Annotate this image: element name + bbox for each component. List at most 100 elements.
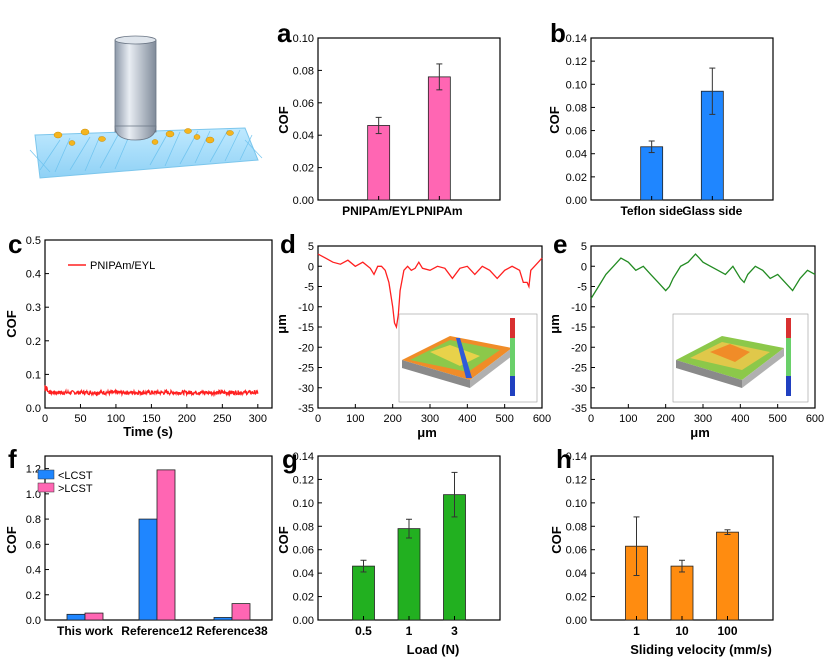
panel-label-e: e [553,229,567,259]
ytick-label-g: 0.02 [293,592,314,604]
ylabel-h: COF [549,526,564,554]
ytick-label-f: 1.2 [26,464,41,476]
ytick-label-h: 0.08 [566,521,587,533]
legend-swatch-lcst-low [37,469,55,480]
ytick-label-b: 0.10 [566,79,587,91]
category-label-a: PNIPAm/EYL [342,204,415,218]
ytick-label-d: 5 [308,241,314,253]
ytick-label-e: -20 [571,342,587,354]
category-label-b: Glass side [682,204,742,218]
ytick-label-d: -10 [298,302,314,314]
ytick-label-b: 0.06 [566,126,587,138]
ytick-label-e: -35 [571,403,587,415]
category-label-b: Teflon side [620,204,683,218]
bar-h [716,531,739,621]
ytick-label-c: 0.1 [26,369,41,381]
ytick-label-e: -10 [571,302,587,314]
category-label-h: 100 [717,624,737,638]
xlabel-g: Load (N) [407,642,460,657]
plot-frame-b [590,37,774,201]
ylabel-g: COF [276,526,291,554]
legends: PNIPAm/EYL <LCST >LCST [37,260,155,495]
category-label-h: 10 [675,624,689,638]
panel-label-d: d [280,229,296,259]
ytick-label-g: 0.00 [293,615,314,627]
ytick-label-h: 0.06 [566,545,587,557]
ytick-label-g: 0.10 [293,498,314,510]
plot-frame-c [44,239,273,409]
xtick-label-d: 200 [383,413,401,425]
bar-a [367,125,391,201]
ytick-label-b: 0.04 [566,149,587,161]
axis-labels: COF COF COF Time (s) μm μm μm μm COF COF… [4,106,772,657]
xtick-label-d: 300 [421,413,439,425]
bar-f-series-1 [84,612,104,621]
xtick-label-c: 250 [213,413,231,425]
ytick-label-h: 0.00 [566,615,587,627]
legend-swatch-lcst-high [37,482,55,493]
ytick-label-b: 0.12 [566,56,587,68]
ytick-label-d: -25 [298,363,314,375]
xtick-label-e: 100 [619,413,637,425]
series-line-c [44,385,259,398]
ytick-label-a: 0.04 [293,130,314,142]
ytick-label-e: -25 [571,363,587,375]
ytick-label-b: 0.02 [566,172,587,184]
ytick-label-b: 0.08 [566,102,587,114]
ytick-label-g: 0.12 [293,474,314,486]
ytick-label-f: 0.6 [26,539,41,551]
xtick-label-e: 200 [656,413,674,425]
category-label-g: 0.5 [355,624,372,638]
legend-label-lcst-high: >LCST [58,483,93,495]
ylabel-f: COF [4,526,19,554]
bar-b [640,146,664,201]
ytick-label-a: 0.02 [293,163,314,175]
xtick-label-c: 200 [178,413,196,425]
ytick-label-d: 0 [308,261,314,273]
xtick-label-c: 150 [142,413,160,425]
ytick-label-d: -5 [304,282,314,294]
xtick-label-c: 0 [42,413,48,425]
xlabel-d: μm [417,425,437,440]
ytick-label-f: 0.0 [26,615,41,627]
ytick-label-g: 0.04 [293,568,314,580]
xtick-label-e: 600 [806,413,824,425]
bar-f-series-1 [231,603,251,621]
category-label-h: 1 [633,624,640,638]
xtick-label-d: 400 [458,413,476,425]
category-label-f: This work [57,624,113,638]
ytick-label-c: 0.5 [26,235,41,247]
ytick-label-f: 1.0 [26,489,41,501]
bar-g [352,565,375,621]
xlabel-h: Sliding velocity (mm/s) [630,642,772,657]
ytick-label-a: 0.10 [293,33,314,45]
ytick-label-d: -20 [298,342,314,354]
surface-3d-inset-e [672,313,809,403]
ytick-label-e: -15 [571,322,587,334]
xtick-label-c: 100 [107,413,125,425]
ytick-label-g: 0.08 [293,521,314,533]
plot-frame-a [317,37,501,201]
bar-f-series-1 [156,469,176,621]
bar-f-series-0 [213,617,233,621]
ytick-label-h: 0.04 [566,568,587,580]
series-line-d [317,253,543,330]
bar-f-series-0 [138,518,158,621]
ytick-label-g: 0.14 [293,451,314,463]
xtick-label-d: 500 [495,413,513,425]
ytick-label-d: -15 [298,322,314,334]
schematic-illustration [29,35,263,179]
ytick-label-h: 0.12 [566,474,587,486]
ytick-label-e: -30 [571,383,587,395]
ytick-label-c: 0.2 [26,336,41,348]
xtick-label-e: 500 [768,413,786,425]
ytick-label-h: 0.02 [566,592,587,604]
ytick-label-c: 0.0 [26,403,41,415]
series-line-e [590,253,816,299]
bar-g [397,528,421,621]
ytick-label-a: 0.06 [293,98,314,110]
ylabel-e: μm [547,314,562,334]
category-label-g: 1 [406,624,413,638]
xtick-label-e: 400 [731,413,749,425]
